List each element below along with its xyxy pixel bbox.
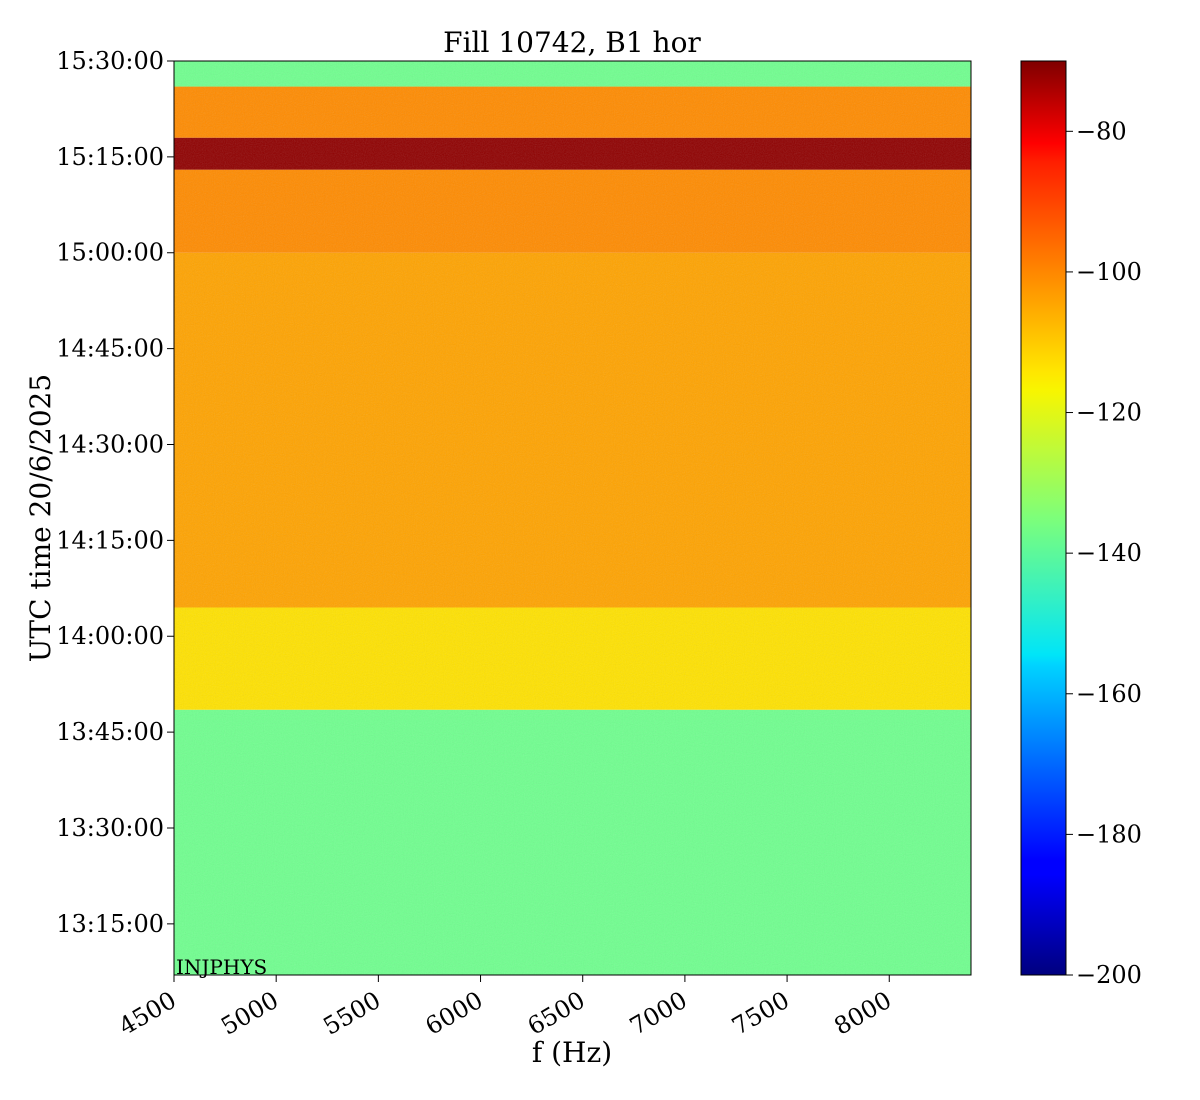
y-tick-label: 14:30:00 [56, 430, 164, 458]
y-tick-label: 14:15:00 [56, 526, 164, 554]
y-axis-label: UTC time 20/6/2025 [24, 374, 57, 662]
y-tick-label: 13:45:00 [56, 718, 164, 746]
annotation-label: INJPHYS [176, 955, 267, 979]
x-tick-label: 8000 [829, 986, 896, 1041]
x-tick-label: 7500 [727, 986, 794, 1041]
y-tick-label: 15:15:00 [56, 143, 164, 171]
x-tick-label: 6500 [523, 986, 590, 1041]
plot-frame [173, 60, 972, 976]
x-tick-label: 5000 [216, 986, 283, 1041]
heatmap-noise-texture [174, 61, 971, 975]
y-tick-label: 13:30:00 [56, 814, 164, 842]
y-tick-label: 15:30:00 [56, 47, 164, 75]
colorbar-ticks: −80 −100 −120 −140 −160 −180 −200 [1066, 117, 1142, 989]
x-axis-ticks: 4500 5000 5500 6000 6500 7000 7500 8000 [114, 975, 896, 1041]
colorbar [1020, 60, 1067, 976]
colorbar-tick-label: −160 [1076, 680, 1142, 708]
colorbar-tick-label: −140 [1076, 539, 1142, 567]
y-tick-label: 14:45:00 [56, 335, 164, 363]
colorbar-tick-label: −120 [1076, 399, 1142, 427]
colorbar-tick-label: −100 [1076, 258, 1142, 286]
y-tick-label: 13:15:00 [56, 910, 164, 938]
y-tick-label: 15:00:00 [56, 239, 164, 267]
colorbar-tick-label: −80 [1076, 117, 1127, 145]
colorbar-tick-label: −200 [1076, 961, 1142, 989]
chart-title: Fill 10742, B1 hor [443, 26, 701, 59]
x-tick-label: 4500 [114, 986, 181, 1041]
y-tick-label: 14:00:00 [56, 622, 164, 650]
x-tick-label: 7000 [625, 986, 692, 1041]
x-axis-label: f (Hz) [532, 1036, 612, 1069]
x-tick-label: 6000 [421, 986, 488, 1041]
x-tick-label: 5500 [318, 986, 385, 1041]
plot-area [173, 60, 972, 976]
y-axis-ticks: 13:15:00 13:30:00 13:45:00 14:00:00 14:15:00… [56, 47, 174, 938]
colorbar-tick-label: −180 [1076, 820, 1142, 848]
